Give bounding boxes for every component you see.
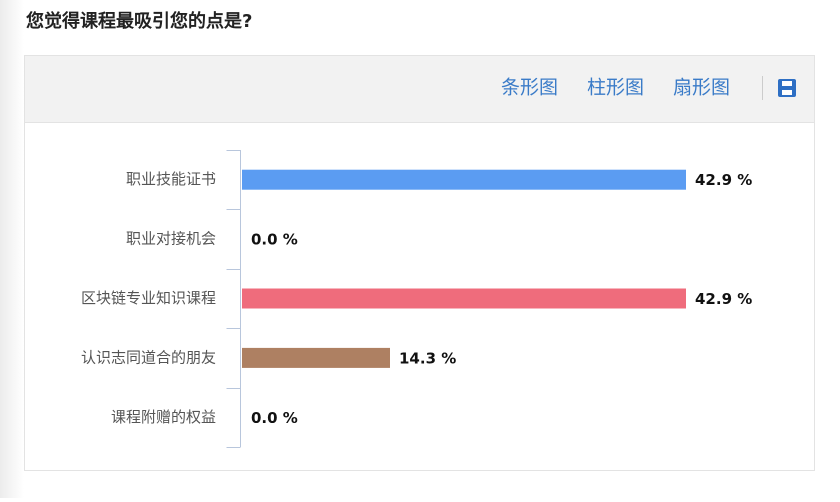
category-label: 认识志同道合的朋友 <box>81 348 216 366</box>
value-label: 0.0 % <box>251 231 298 249</box>
chart: 职业技能证书 42.9 % 职业对接机会 0.0 % 区块链专业知识课程 42.9 % 认识… <box>81 150 752 448</box>
backdrop <box>0 0 24 498</box>
bar <box>242 288 686 309</box>
category-label: 职业对接机会 <box>126 230 216 248</box>
bar <box>242 169 686 190</box>
value-label: 42.9 % <box>695 290 752 308</box>
category-label: 课程附赠的权益 <box>111 408 216 426</box>
bar <box>242 347 390 368</box>
category-label: 区块链专业知识课程 <box>81 289 216 307</box>
toolbar-option[interactable]: 条形图 <box>501 77 558 99</box>
panel-header <box>25 56 814 122</box>
value-label: 14.3 % <box>399 349 456 367</box>
toolbar-option[interactable]: 柱形图 <box>587 77 644 99</box>
category-label: 职业技能证书 <box>126 170 216 188</box>
save-icon[interactable] <box>778 79 796 97</box>
value-label: 0.0 % <box>251 409 298 427</box>
panel <box>24 55 815 471</box>
toolbar-option[interactable]: 扇形图 <box>673 77 730 99</box>
question-title: 您觉得课程最吸引您的点是? <box>26 10 252 32</box>
value-label: 42.9 % <box>695 171 752 189</box>
